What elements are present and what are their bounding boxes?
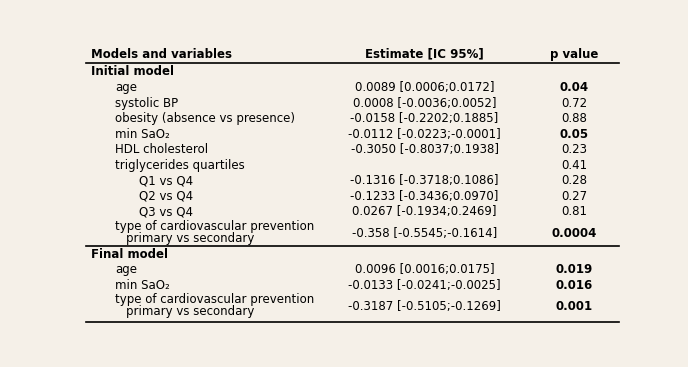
Text: Final model: Final model (92, 248, 169, 261)
Text: 0.0096 [0.0016;0.0175]: 0.0096 [0.0016;0.0175] (355, 264, 495, 276)
Text: Q1 vs Q4: Q1 vs Q4 (139, 174, 193, 187)
Text: 0.019: 0.019 (555, 264, 592, 276)
Text: -0.0133 [-0.0241;-0.0025]: -0.0133 [-0.0241;-0.0025] (348, 279, 501, 292)
Text: 0.05: 0.05 (559, 128, 588, 141)
Text: 0.0267 [-0.1934;0.2469]: 0.0267 [-0.1934;0.2469] (352, 205, 497, 218)
Text: 0.0089 [0.0006;0.0172]: 0.0089 [0.0006;0.0172] (355, 81, 495, 94)
Text: min SaO₂: min SaO₂ (116, 128, 170, 141)
Text: obesity (absence vs presence): obesity (absence vs presence) (116, 112, 295, 125)
Text: Models and variables: Models and variables (92, 48, 233, 61)
Text: -0.0158 [-0.2202;0.1885]: -0.0158 [-0.2202;0.1885] (350, 112, 499, 125)
Text: primary vs secondary: primary vs secondary (126, 305, 255, 319)
Text: -0.1233 [-0.3436;0.0970]: -0.1233 [-0.3436;0.0970] (350, 190, 499, 203)
Text: systolic BP: systolic BP (116, 97, 178, 109)
Text: type of cardiovascular prevention: type of cardiovascular prevention (116, 293, 314, 306)
Text: age: age (116, 81, 138, 94)
Text: 0.0004: 0.0004 (551, 226, 596, 240)
Text: Q2 vs Q4: Q2 vs Q4 (139, 190, 193, 203)
Text: -0.358 [-0.5545;-0.1614]: -0.358 [-0.5545;-0.1614] (352, 226, 497, 240)
Text: 0.81: 0.81 (561, 205, 587, 218)
Text: 0.28: 0.28 (561, 174, 587, 187)
Text: Initial model: Initial model (92, 65, 174, 79)
Text: 0.001: 0.001 (555, 300, 592, 313)
Text: 0.0008 [-0.0036;0.0052]: 0.0008 [-0.0036;0.0052] (353, 97, 496, 109)
Text: 0.23: 0.23 (561, 143, 587, 156)
Text: -0.0112 [-0.0223;-0.0001]: -0.0112 [-0.0223;-0.0001] (348, 128, 501, 141)
Text: 0.04: 0.04 (559, 81, 588, 94)
Text: triglycerides quartiles: triglycerides quartiles (116, 159, 245, 172)
Text: 0.016: 0.016 (555, 279, 592, 292)
Text: 0.72: 0.72 (561, 97, 587, 109)
Text: age: age (116, 264, 138, 276)
Text: 0.88: 0.88 (561, 112, 587, 125)
Text: -0.3187 [-0.5105;-0.1269]: -0.3187 [-0.5105;-0.1269] (348, 300, 501, 313)
Text: HDL cholesterol: HDL cholesterol (116, 143, 208, 156)
Text: -0.1316 [-0.3718;0.1086]: -0.1316 [-0.3718;0.1086] (350, 174, 499, 187)
Text: type of cardiovascular prevention: type of cardiovascular prevention (116, 219, 314, 233)
Text: p value: p value (550, 48, 598, 61)
Text: min SaO₂: min SaO₂ (116, 279, 170, 292)
Text: -0.3050 [-0.8037;0.1938]: -0.3050 [-0.8037;0.1938] (351, 143, 499, 156)
Text: primary vs secondary: primary vs secondary (126, 232, 255, 245)
Text: Q3 vs Q4: Q3 vs Q4 (139, 205, 193, 218)
Text: Estimate [IC 95%]: Estimate [IC 95%] (365, 48, 484, 61)
Text: 0.41: 0.41 (561, 159, 587, 172)
Text: 0.27: 0.27 (561, 190, 587, 203)
